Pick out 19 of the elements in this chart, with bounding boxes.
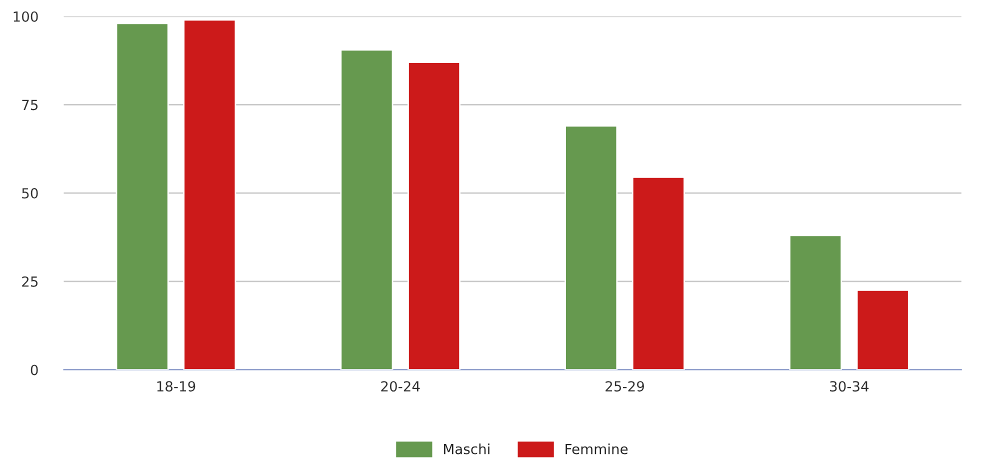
bar — [340, 49, 394, 370]
bar — [564, 125, 618, 370]
bar — [116, 22, 169, 370]
y-tick-label: 0 — [30, 364, 38, 376]
bar — [408, 62, 461, 370]
x-tick-label: 18-19 — [157, 381, 196, 392]
y-tick-label: 100 — [14, 11, 38, 22]
legend-label: Femmine — [566, 444, 628, 454]
x-tick-label: 25-29 — [606, 381, 644, 392]
bar — [632, 176, 685, 370]
bar — [183, 19, 236, 370]
legend-label: Maschi — [444, 444, 490, 454]
bar — [789, 234, 842, 370]
y-tick-label: 75 — [22, 100, 38, 110]
y-tick-label: 50 — [22, 188, 38, 199]
x-tick-label: 30-34 — [830, 381, 869, 392]
bar — [856, 290, 910, 370]
y-tick-label: 25 — [22, 276, 38, 287]
x-tick-label: 20-24 — [381, 381, 420, 392]
